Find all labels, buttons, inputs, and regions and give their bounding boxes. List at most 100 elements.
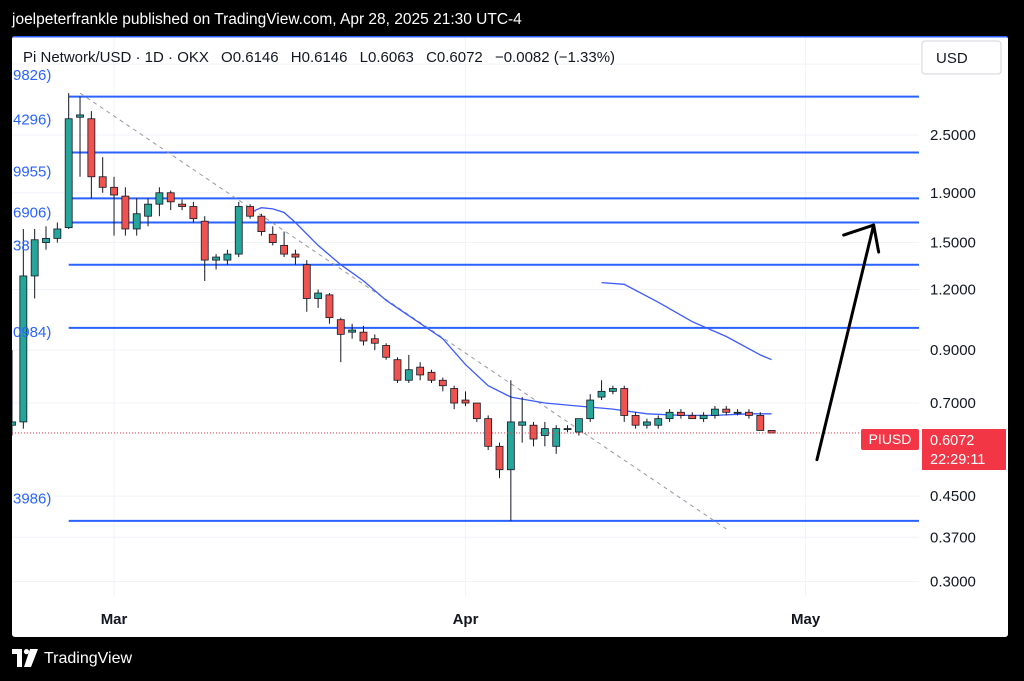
candle-2025-03-04 — [144, 198, 152, 227]
candle-2025-04-15 — [620, 385, 629, 422]
candle-2025-04-27 — [756, 412, 765, 431]
candle-2025-04-01 — [461, 391, 470, 407]
y-tick-label: 2.5000 — [930, 127, 976, 144]
horizontal-levels — [12, 36, 1008, 522]
time-axis[interactable]: Mar Apr May — [101, 611, 821, 628]
candle-2025-03-28 — [416, 362, 425, 381]
candle-2025-04-17 — [643, 418, 651, 429]
candle-2025-02-24 — [53, 222, 62, 243]
publisher-text: joelpeterfrankle published on TradingVie… — [12, 11, 522, 28]
candle-2025-04-26 — [745, 409, 753, 419]
candle-2025-02-22 — [30, 228, 39, 299]
candle-2025-04-07 — [529, 421, 538, 447]
candle-2025-03-31 — [450, 385, 459, 410]
currency-button[interactable]: USD — [921, 40, 1002, 75]
candle-2025-03-12 — [234, 201, 243, 258]
candle-2025-04-22 — [699, 412, 708, 422]
candle-2025-04-12 — [586, 394, 595, 422]
candle-2025-04-03 — [484, 415, 493, 451]
y-tick-label: 1.9000 — [930, 185, 976, 202]
candle-2025-02-27 — [87, 111, 96, 199]
candle-2025-03-08 — [189, 201, 198, 223]
candle-2025-04-04 — [495, 442, 504, 479]
y-tick-label: 1.5000 — [930, 235, 976, 252]
candle-2025-03-07 — [178, 199, 186, 211]
left-level-tag-4: 38 — [13, 237, 30, 254]
price-axis[interactable]: 3.50002.50001.90001.50001.20000.90000.70… — [930, 56, 976, 590]
candle-2025-04-19 — [665, 409, 674, 422]
candle-2025-03-29 — [427, 369, 436, 383]
legend-open: O0.6146 — [221, 49, 279, 66]
left-level-tags: 9826) 4296) 9955) 6906) 38 0984) 3986) — [13, 67, 51, 507]
y-tick-label: 1.2000 — [930, 282, 976, 299]
candle-2025-03-24 — [370, 334, 379, 351]
candle-2025-03-21 — [336, 317, 345, 363]
price-tag-value: 0.6072 — [930, 433, 974, 449]
legend-symbol: Pi Network/USD · 1D · OKX — [23, 49, 209, 66]
left-level-tag-3: 6906) — [13, 205, 51, 222]
last-price-tag: PIUSD 0.6072 22:29:11 — [861, 429, 1006, 470]
legend-change: −0.0082 (−1.33%) — [495, 49, 615, 66]
candle-2025-04-02 — [472, 402, 481, 422]
arrow-shaft — [815, 223, 876, 462]
left-level-tag-6: 3986) — [13, 490, 51, 507]
candle-2025-04-23 — [711, 406, 719, 419]
publisher-bar: joelpeterfrankle published on TradingVie… — [0, 0, 1024, 36]
tradingview-logo-icon — [12, 649, 38, 667]
candle-2025-03-25 — [382, 343, 391, 360]
candle-2025-03-06 — [166, 190, 175, 211]
candle-2025-03-02 — [121, 187, 130, 236]
candle-2025-03-30 — [438, 377, 447, 392]
legend-low: L0.6063 — [360, 49, 414, 66]
candle-2025-02-23 — [42, 226, 50, 250]
candle-2025-03-13 — [246, 204, 254, 219]
candle-2025-02-21 — [19, 228, 28, 429]
x-tick-label: Mar — [101, 611, 128, 628]
candle-2025-03-14 — [257, 213, 266, 236]
price-tag-symbol: PIUSD — [869, 431, 912, 447]
grid-lines — [12, 36, 919, 596]
candle-2025-04-21 — [688, 412, 697, 420]
y-tick-label: 0.4500 — [930, 488, 976, 505]
candle-2025-03-19 — [314, 289, 323, 308]
left-level-tag-1: 4296) — [13, 112, 51, 129]
candle-2025-03-01 — [110, 176, 118, 236]
candle-2025-04-24 — [722, 406, 731, 416]
left-level-tag-2: 9955) — [13, 164, 51, 181]
candle-2025-04-18 — [654, 415, 663, 429]
legend-high: H0.6146 — [291, 49, 348, 66]
footer-brand: TradingView — [44, 650, 133, 667]
svg-text:Pi Network/USD · 1D · OKX: Pi Network/USD · 1D · OKX O0.6146 H0.614… — [23, 49, 615, 66]
footer-bar: TradingView — [0, 637, 1024, 681]
arrow-head-icon — [842, 223, 881, 254]
candle-2025-03-15 — [268, 226, 277, 246]
y-tick-label: 0.7000 — [930, 395, 976, 412]
candles — [12, 93, 776, 521]
candle-2025-04-20 — [677, 409, 685, 419]
candle-2025-02-28 — [98, 157, 107, 193]
moving-averages — [249, 207, 772, 417]
candle-2025-03-26 — [393, 357, 402, 383]
candle-2025-04-13 — [597, 380, 606, 401]
moving-average-line-2 — [601, 281, 772, 361]
moving-average-line-1 — [249, 207, 772, 417]
x-tick-label: Apr — [453, 611, 479, 628]
descending-trendline — [79, 92, 727, 530]
currency-label: USD — [936, 50, 968, 67]
legend-close: C0.6072 — [426, 49, 483, 66]
price-tag-countdown: 22:29:11 — [930, 452, 985, 468]
candle-2025-03-18 — [302, 260, 311, 312]
y-tick-label: 0.3000 — [930, 573, 976, 590]
candle-2025-03-27 — [404, 354, 413, 383]
candle-2025-02-26 — [76, 96, 84, 177]
candle-2025-03-17 — [291, 249, 300, 265]
candle-2025-04-10 — [563, 425, 572, 433]
candle-2025-03-10 — [212, 254, 220, 270]
candle-2025-04-14 — [608, 385, 617, 395]
candle-2025-04-05 — [506, 380, 515, 521]
candle-2025-03-22 — [348, 323, 357, 339]
candle-2025-03-16 — [280, 231, 289, 258]
candle-2025-03-20 — [325, 293, 334, 324]
